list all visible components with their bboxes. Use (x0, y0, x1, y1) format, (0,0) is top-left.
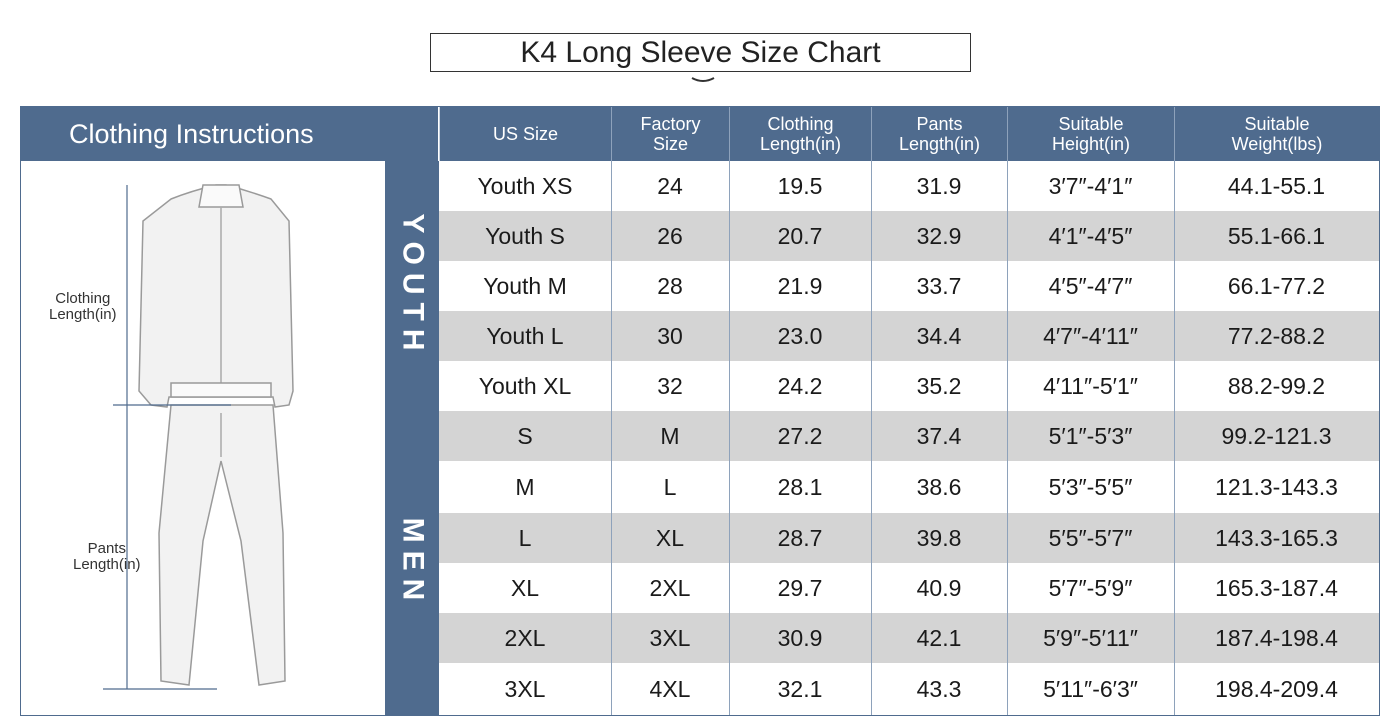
cell-suitable-weight: 121.3-143.3 (1215, 473, 1338, 500)
cell-suitable-height: 5′5″-5′7″ (1048, 524, 1133, 551)
table-row: S M 27.2 37.4 5′1″-5′3″ 99.2-121.3 (439, 411, 1379, 461)
clothing-instructions-header: Clothing Instructions (21, 107, 438, 161)
column-divider (871, 107, 872, 715)
cell-us-size: Youth S (485, 222, 565, 249)
cell-factory-size: 2XL (649, 574, 691, 601)
cell-clothing-length: 24.2 (777, 372, 823, 399)
cell-suitable-height: 4′11″-5′1″ (1043, 372, 1138, 399)
table-row: 3XL 4XL 32.1 43.3 5′11″-6′3″ 198.4-209.4 (439, 663, 1379, 715)
cell-suitable-weight: 55.1-66.1 (1227, 222, 1326, 249)
table-row: XL 2XL 29.7 40.9 5′7″-5′9″ 165.3-187.4 (439, 563, 1379, 613)
cell-pants-length: 32.9 (916, 222, 962, 249)
cell-pants-length: 33.7 (916, 272, 962, 299)
cell-clothing-length: 21.9 (777, 272, 823, 299)
cell-suitable-height: 5′7″-5′9″ (1048, 574, 1133, 601)
cell-us-size: 3XL (504, 675, 546, 702)
cell-us-size: XL (510, 574, 540, 601)
cell-suitable-height: 4′1″-4′5″ (1048, 222, 1133, 249)
cell-pants-length: 37.4 (916, 422, 962, 449)
cell-factory-size: 26 (657, 222, 683, 249)
cell-us-size: 2XL (504, 624, 546, 651)
cell-us-size: M (515, 473, 535, 500)
header-us-size: US Size (439, 107, 611, 161)
tracksuit-diagram: Clothing Length(in) Pants Length(in) (21, 161, 385, 715)
cell-suitable-weight: 66.1-77.2 (1227, 272, 1326, 299)
cell-factory-size: 32 (657, 372, 683, 399)
cell-us-size: Youth XS (477, 172, 573, 199)
cell-pants-length: 39.8 (916, 524, 962, 551)
cell-pants-length: 35.2 (916, 372, 962, 399)
cell-suitable-height: 5′3″-5′5″ (1048, 473, 1133, 500)
cell-pants-length: 31.9 (916, 172, 962, 199)
cell-suitable-weight: 88.2-99.2 (1227, 372, 1326, 399)
cell-suitable-weight: 165.3-187.4 (1215, 574, 1338, 601)
table-row: Youth S 26 20.7 32.9 4′1″-4′5″ 55.1-66.1 (439, 211, 1379, 261)
table-row: Youth XS 24 19.5 31.9 3′7″-4′1″ 44.1-55.1 (439, 161, 1379, 211)
table-row: Youth XL 32 24.2 35.2 4′11″-5′1″ 88.2-99.2 (439, 361, 1379, 411)
cell-clothing-length: 30.9 (777, 624, 823, 651)
cell-factory-size: XL (655, 524, 685, 551)
table-row: Youth L 30 23.0 34.4 4′7″-4′11″ 77.2-88.2 (439, 311, 1379, 361)
column-divider (1007, 107, 1008, 715)
cell-pants-length: 40.9 (916, 574, 962, 601)
cell-suitable-weight: 198.4-209.4 (1215, 675, 1338, 702)
cell-pants-length: 43.3 (916, 675, 962, 702)
cell-suitable-height: 3′7″-4′1″ (1048, 172, 1133, 199)
cell-pants-length: 34.4 (916, 322, 962, 349)
table-row: M L 28.1 38.6 5′3″-5′5″ 121.3-143.3 (439, 461, 1379, 513)
cell-us-size: S (517, 422, 533, 449)
header-suitable-height: Suitable Height(in) (1007, 107, 1174, 161)
cell-factory-size: 4XL (649, 675, 691, 702)
cell-us-size: L (518, 524, 532, 551)
cell-clothing-length: 27.2 (777, 422, 823, 449)
table-row: Youth M 28 21.9 33.7 4′5″-4′7″ 66.1-77.2 (439, 261, 1379, 311)
cell-us-size: Youth L (486, 322, 564, 349)
header-factory-size: Factory Size (611, 107, 729, 161)
cell-clothing-length: 19.5 (777, 172, 823, 199)
header-clothing-length: Clothing Length(in) (729, 107, 871, 161)
cell-factory-size: L (663, 473, 677, 500)
cell-factory-size: 3XL (649, 624, 691, 651)
cell-factory-size: 28 (657, 272, 683, 299)
cell-us-size: Youth M (483, 272, 567, 299)
cell-suitable-height: 4′5″-4′7″ (1048, 272, 1133, 299)
cell-clothing-length: 28.1 (777, 473, 823, 500)
header-suitable-weight: Suitable Weight(lbs) (1174, 107, 1379, 161)
cell-suitable-weight: 187.4-198.4 (1215, 624, 1338, 651)
clothing-length-label: Clothing Length(in) (49, 290, 117, 323)
group-label-men: MEN (385, 411, 439, 715)
cell-suitable-height: 5′11″-6′3″ (1043, 675, 1138, 702)
cell-pants-length: 38.6 (916, 473, 962, 500)
cell-suitable-height: 5′1″-5′3″ (1048, 422, 1133, 449)
cell-clothing-length: 32.1 (777, 675, 823, 702)
chevron-down-icon (691, 77, 715, 82)
cell-clothing-length: 23.0 (777, 322, 823, 349)
cell-suitable-height: 5′9″-5′11″ (1043, 624, 1138, 651)
cell-factory-size: 24 (657, 172, 683, 199)
cell-suitable-weight: 77.2-88.2 (1227, 322, 1326, 349)
cell-suitable-weight: 99.2-121.3 (1221, 422, 1332, 449)
cell-pants-length: 42.1 (916, 624, 962, 651)
header-pants-length: Pants Length(in) (871, 107, 1007, 161)
cell-clothing-length: 28.7 (777, 524, 823, 551)
cell-suitable-height: 4′7″-4′11″ (1043, 322, 1138, 349)
cell-factory-size: M (660, 422, 680, 449)
table-row: L XL 28.7 39.8 5′5″-5′7″ 143.3-165.3 (439, 513, 1379, 563)
column-divider (611, 107, 612, 715)
cell-suitable-weight: 44.1-55.1 (1227, 172, 1326, 199)
cell-us-size: Youth XL (478, 372, 572, 399)
column-divider (729, 107, 730, 715)
cell-clothing-length: 20.7 (777, 222, 823, 249)
page-title: K4 Long Sleeve Size Chart (430, 33, 971, 72)
table-row: 2XL 3XL 30.9 42.1 5′9″-5′11″ 187.4-198.4 (439, 613, 1379, 663)
column-divider (1174, 107, 1175, 715)
pants-length-label: Pants Length(in) (73, 540, 141, 573)
cell-suitable-weight: 143.3-165.3 (1215, 524, 1338, 551)
tracksuit-illustration (103, 184, 294, 690)
cell-clothing-length: 29.7 (777, 574, 823, 601)
group-label-youth: YOUTH (385, 161, 439, 411)
cell-factory-size: 30 (657, 322, 683, 349)
